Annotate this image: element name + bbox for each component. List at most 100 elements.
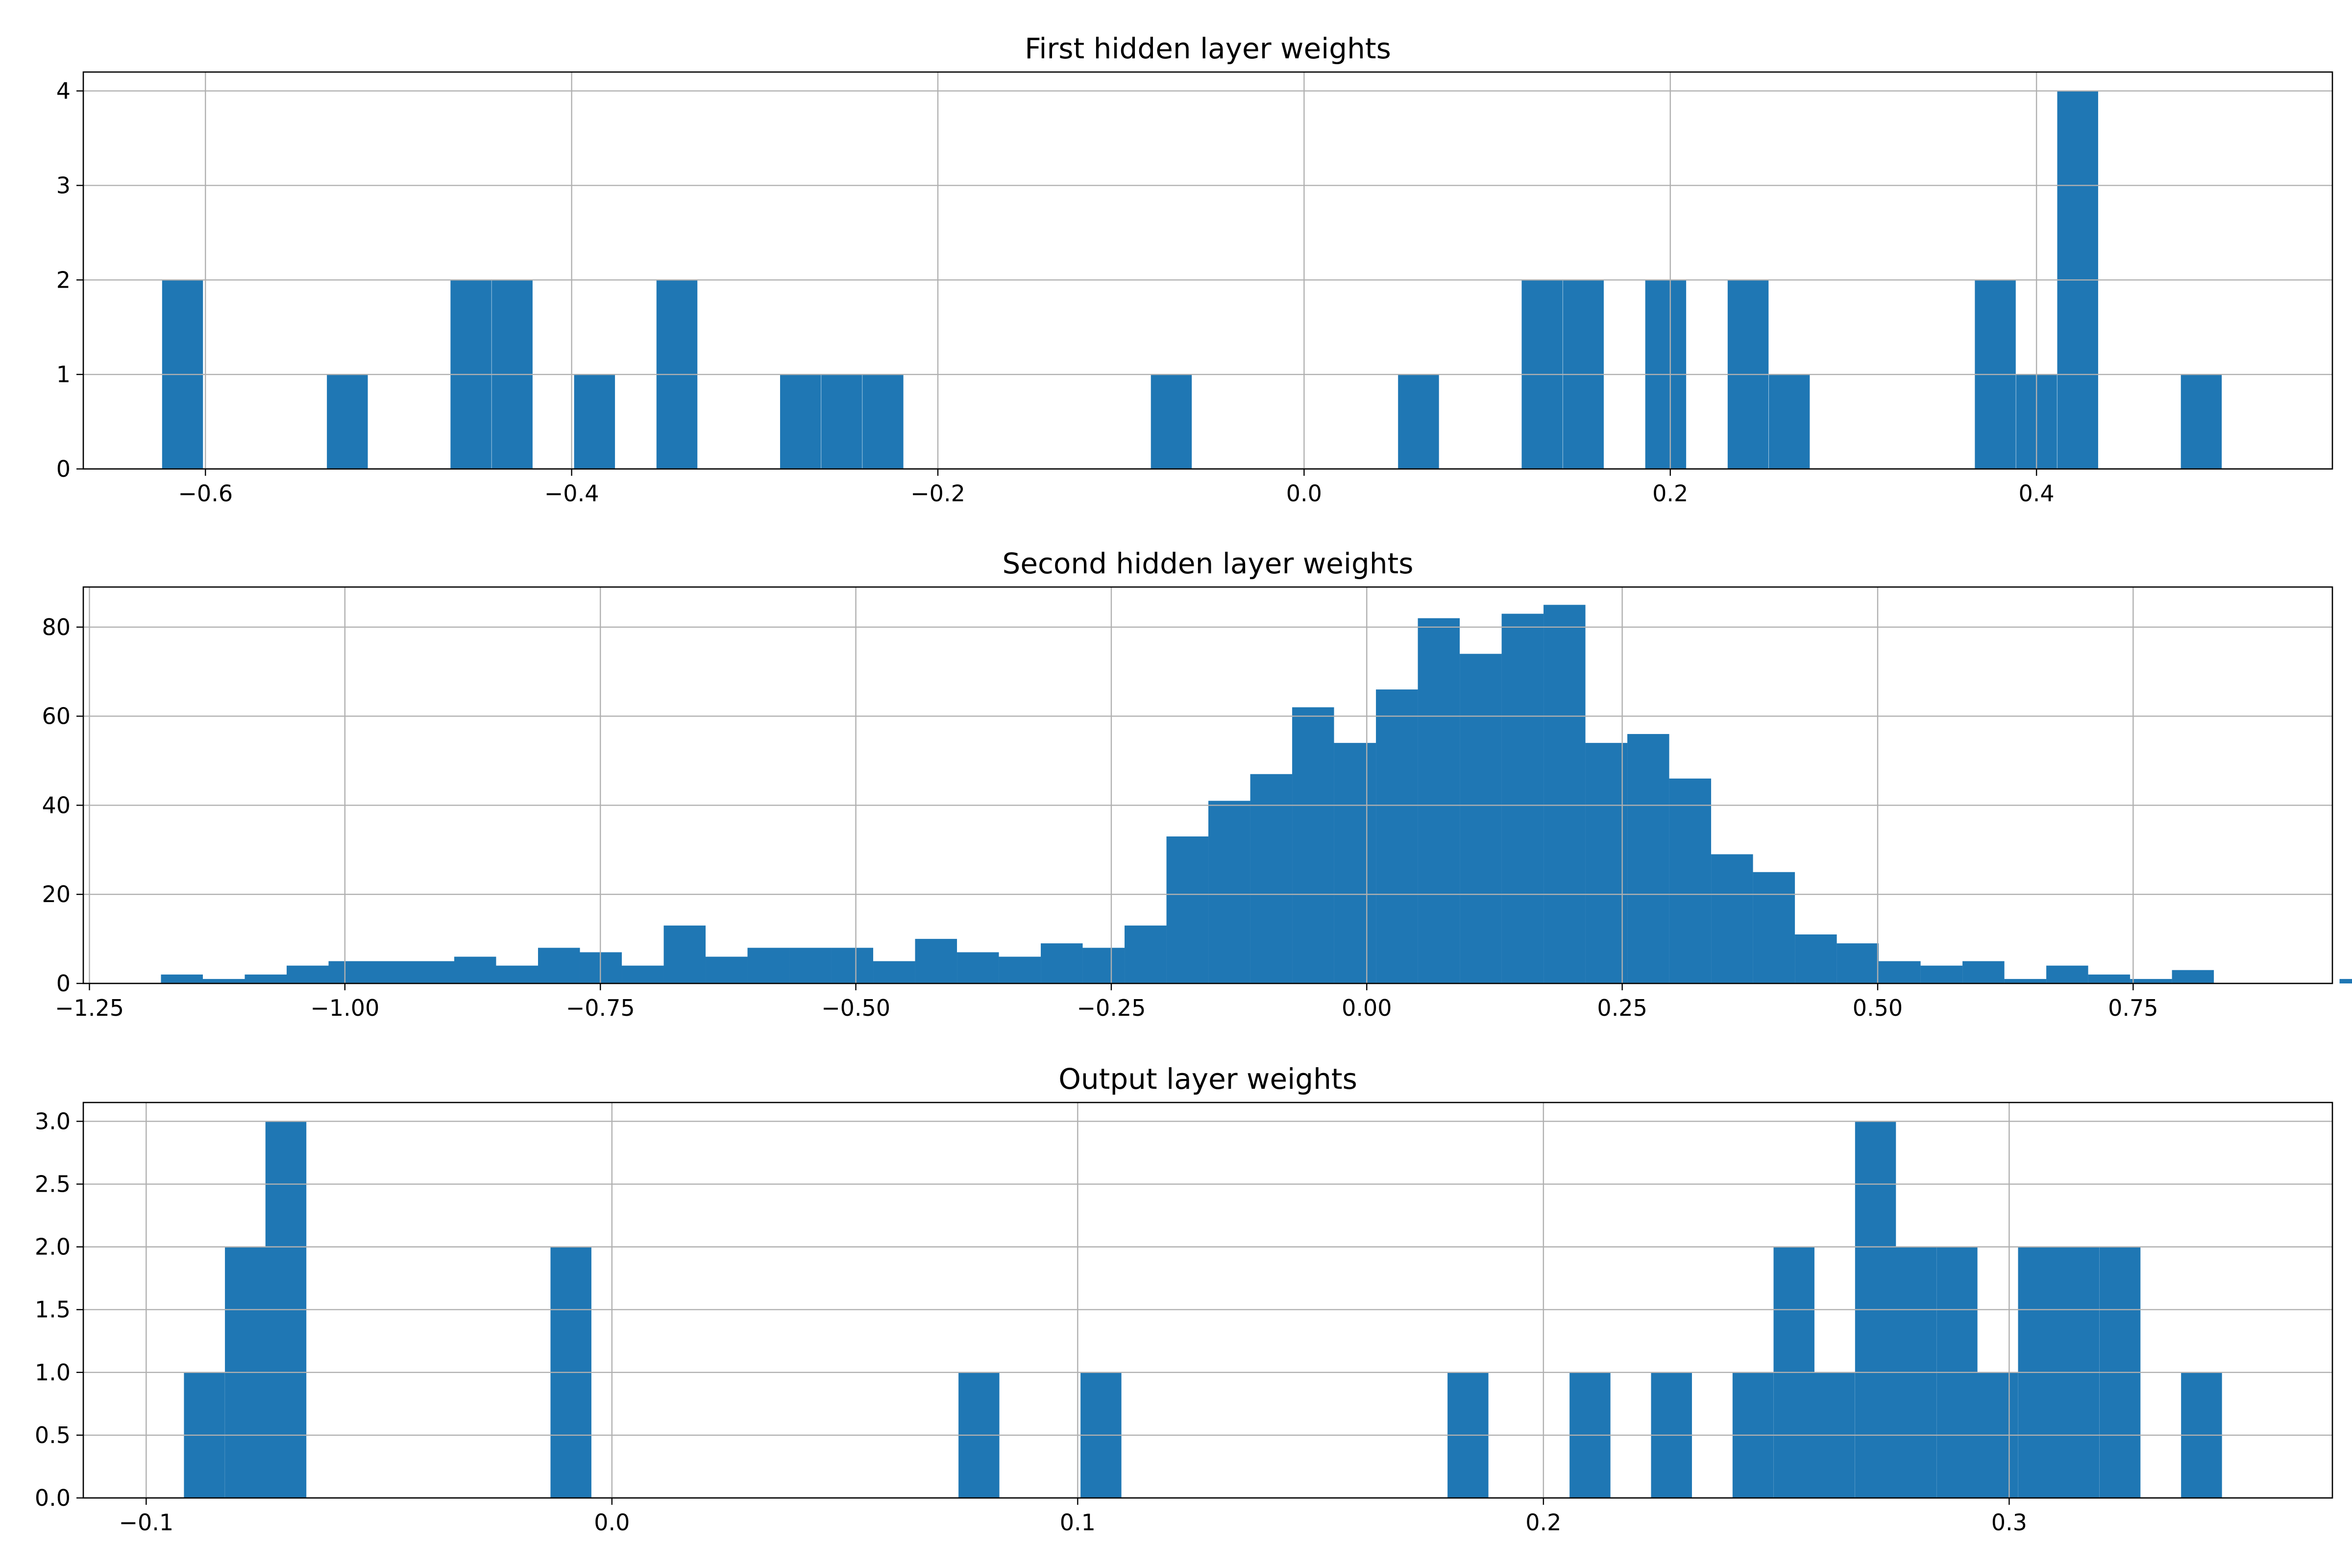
x-axis: −1.25 −1.00 −0.75 −0.50 −0.25 0.00 0.25 0.50 0.7… — [55, 983, 2158, 1021]
histogram-bar — [747, 948, 790, 983]
histogram-bar — [789, 948, 832, 983]
histogram-bar — [2004, 979, 2047, 983]
y-tick-label: 1 — [56, 361, 71, 388]
x-tick-label: 0.2 — [1525, 1509, 1561, 1536]
y-tick-label: 20 — [42, 881, 71, 907]
histogram-bar — [538, 948, 580, 983]
y-tick-label: 60 — [42, 703, 71, 730]
y-axis: 0.0 0.5 1.0 1.5 2.0 2.5 3.0 — [35, 1108, 83, 1511]
x-tick-label: 0.1 — [1060, 1509, 1096, 1536]
histogram-bar — [327, 374, 368, 469]
histogram-bar — [1208, 801, 1250, 983]
histogram-bar — [1376, 689, 1418, 983]
histogram-bar — [1292, 707, 1334, 983]
histogram-bar — [328, 961, 371, 983]
histogram-bar — [1837, 943, 1879, 983]
chart-title: Output layer weights — [1058, 1062, 1357, 1096]
histogram-bar — [1460, 654, 1502, 983]
y-tick-label: 2 — [56, 267, 71, 293]
plot-frame — [82, 586, 2333, 984]
y-tick-label: 1.0 — [35, 1359, 71, 1386]
chart-second-hidden-layer-weights: Second hidden layer weights −1.25 −1.00 −0… — [42, 547, 2352, 1021]
histogram-bar — [957, 952, 999, 983]
y-tick-label: 2.0 — [35, 1234, 71, 1260]
x-tick-label: −0.6 — [178, 480, 233, 507]
x-tick-label: −1.25 — [55, 995, 124, 1021]
y-tick-label: 3 — [56, 172, 71, 198]
histogram-bar — [1627, 734, 1669, 983]
x-tick-label: −0.50 — [821, 995, 890, 1021]
histogram-bar — [574, 374, 615, 469]
histogram-bar — [1711, 854, 1753, 983]
plot-frame — [82, 71, 2333, 470]
histogram-bar — [286, 965, 329, 983]
y-tick-label: 1.5 — [35, 1297, 71, 1323]
x-tick-label: 0.50 — [1853, 995, 1903, 1021]
y-tick-label: 0.0 — [35, 1485, 71, 1511]
x-axis: −0.1 0.0 0.1 0.2 0.3 — [119, 1498, 2027, 1536]
histogram-bar — [1125, 925, 1167, 983]
y-tick-label: 2.5 — [35, 1171, 71, 1198]
x-tick-label: 0.25 — [1597, 995, 1647, 1021]
x-tick-label: 0.0 — [1286, 480, 1322, 507]
histogram-bar — [2088, 974, 2131, 983]
histogram-bar — [1795, 934, 1837, 983]
x-tick-label: −0.1 — [119, 1509, 173, 1536]
histogram-bar — [663, 925, 706, 983]
x-tick-label: 0.2 — [1652, 480, 1688, 507]
histogram-bar — [1544, 605, 1586, 983]
histogram-bar — [706, 956, 748, 983]
histogram-bar — [1585, 743, 1628, 983]
histogram-bar — [1334, 743, 1376, 983]
histogram-bar — [1753, 872, 1795, 983]
histogram-bar — [2172, 970, 2214, 983]
histogram-bar — [161, 974, 203, 983]
histogram-bar — [1962, 961, 2005, 983]
histogram-bar — [1082, 948, 1125, 983]
y-tick-label: 0.5 — [35, 1422, 71, 1448]
y-tick-label: 0 — [56, 456, 71, 482]
histogram-bar — [202, 979, 245, 983]
chart-title: Second hidden layer weights — [1003, 547, 1414, 580]
y-tick-label: 3.0 — [35, 1108, 71, 1134]
y-tick-label: 0 — [56, 970, 71, 997]
histogram-bar — [831, 948, 874, 983]
histogram-bar — [821, 374, 862, 469]
histogram-bar — [496, 965, 539, 983]
x-tick-label: −0.2 — [910, 480, 965, 507]
y-tick-label: 80 — [42, 614, 71, 640]
chart-title: First hidden layer weights — [1025, 32, 1391, 65]
x-tick-label: −0.75 — [566, 995, 635, 1021]
histogram-bar — [862, 374, 904, 469]
histogram-bar — [1151, 374, 1192, 469]
x-tick-label: −1.00 — [310, 995, 379, 1021]
histogram-bar — [1879, 961, 1921, 983]
histogram-bar — [873, 961, 915, 983]
x-tick-label: 0.4 — [2019, 480, 2055, 507]
histogram-bar — [245, 974, 287, 983]
x-tick-label: 0.0 — [594, 1509, 630, 1536]
histogram-bar — [370, 961, 413, 983]
chart-output-layer-weights: Output layer weights −0.1 0.0 0.1 0.2 0.3 0.0… — [35, 1062, 2333, 1536]
histogram-bar — [2339, 979, 2352, 983]
y-axis: 0 20 40 60 80 — [42, 614, 83, 997]
y-axis: 0 1 2 3 4 — [56, 78, 83, 482]
x-tick-label: 0.75 — [2108, 995, 2158, 1021]
histogram-bar — [1768, 374, 1810, 469]
histogram-bar — [412, 961, 455, 983]
histogram-bar — [1920, 965, 1963, 983]
histogram-bar — [999, 956, 1041, 983]
histogram-bar — [1041, 943, 1083, 983]
histogram-bar — [915, 939, 957, 983]
histogram-bar — [2180, 374, 2222, 469]
chart-first-hidden-layer-weights: First hidden layer weights −0.6 −0.4 −0.2 0… — [56, 32, 2333, 507]
histogram-bar — [1669, 778, 1712, 983]
histogram-bar — [2046, 965, 2088, 983]
histogram-bar — [1166, 836, 1209, 983]
histogram-bar — [622, 965, 664, 983]
x-tick-label: 0.3 — [1991, 1509, 2027, 1536]
plot-frame — [82, 1102, 2333, 1499]
histogram-bar — [1250, 774, 1293, 983]
x-tick-label: −0.25 — [1077, 995, 1146, 1021]
